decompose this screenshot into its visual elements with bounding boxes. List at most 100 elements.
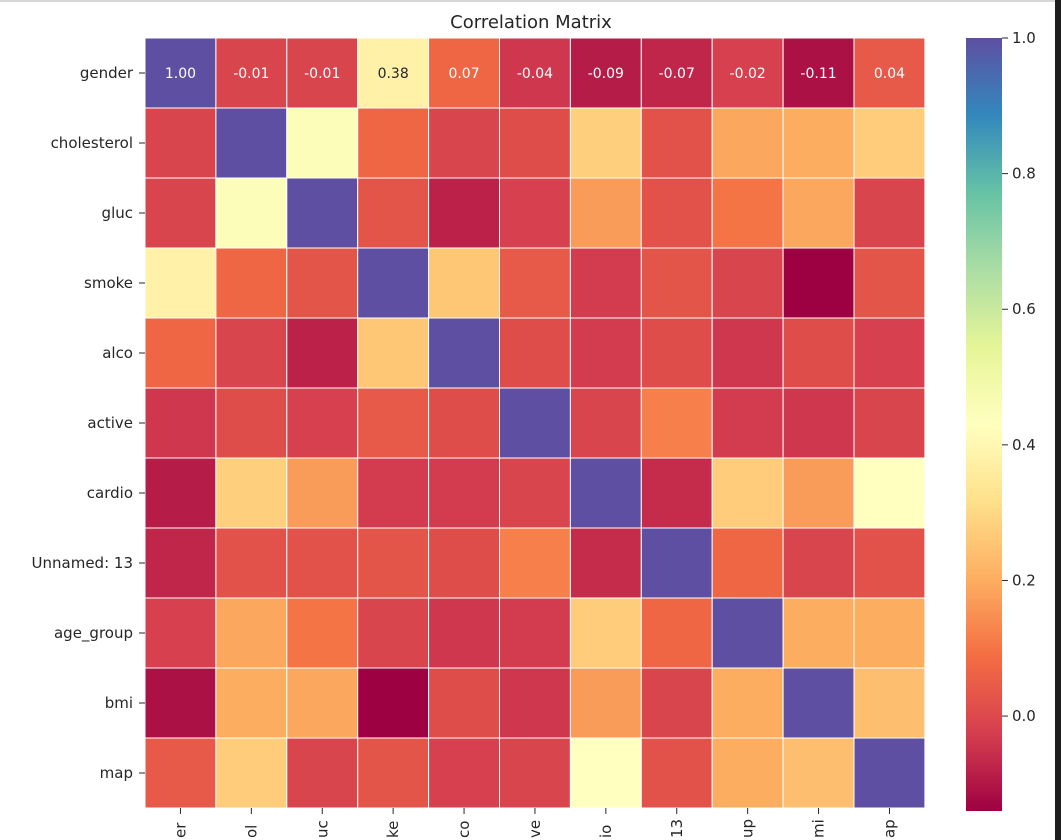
heatmap-cell	[499, 667, 571, 739]
heatmap-cell	[711, 387, 784, 459]
heatmap-cell	[286, 737, 359, 809]
y-tick-label: bmi	[105, 694, 133, 712]
heatmap-cell	[569, 737, 642, 809]
heatmap-cell	[286, 317, 359, 389]
heatmap-cell	[357, 457, 430, 529]
heatmap-cell	[428, 737, 501, 809]
heatmap-cell	[711, 107, 784, 179]
heatmap-cell	[357, 107, 430, 179]
heatmap-cell-labels: 1.00 -0.01 -0.01 0.38 0.07 -0.04 -0.09 -0.07 -0.…	[165, 66, 905, 82]
heatmap-cell	[569, 107, 642, 179]
heatmap-cell	[853, 597, 926, 669]
colorbar-tick-label: 0.8	[1012, 165, 1036, 183]
heatmap-cell	[428, 667, 501, 739]
x-tick-label: ol	[242, 825, 260, 838]
heatmap-cell	[499, 457, 571, 529]
x-tick-label: ve	[526, 820, 544, 838]
heatmap-cell	[853, 527, 926, 599]
heatmap-cell	[215, 457, 288, 529]
heatmap-cell	[499, 177, 571, 249]
colorbar-tick-label: 0.6	[1012, 300, 1036, 318]
heatmap-cell	[640, 37, 713, 109]
heatmap-cells	[144, 37, 926, 809]
heatmap-cell	[853, 177, 926, 249]
heatmap-cell	[428, 177, 501, 249]
heatmap-cell	[357, 527, 430, 599]
heatmap-cell	[569, 37, 642, 109]
heatmap-cell	[357, 177, 430, 249]
heatmap-cell	[144, 457, 217, 529]
heatmap-cell	[640, 107, 713, 179]
colorbar-tick-label: 0.0	[1012, 707, 1036, 725]
heatmap-cell	[286, 597, 359, 669]
heatmap-cell	[640, 317, 713, 389]
cell-value-label: -0.04	[517, 66, 553, 82]
x-tick-label: ke	[384, 821, 402, 838]
heatmap-cell	[853, 457, 926, 529]
heatmap-cell	[640, 177, 713, 249]
heatmap-cell	[569, 317, 642, 389]
heatmap-cell	[782, 457, 855, 529]
heatmap-cell	[499, 317, 571, 389]
y-tick-label: cholesterol	[51, 134, 133, 152]
heatmap-cell	[428, 107, 501, 179]
heatmap-cell	[428, 527, 501, 599]
heatmap-cell	[711, 667, 784, 739]
heatmap-cell	[428, 457, 501, 529]
heatmap-cell	[215, 177, 288, 249]
heatmap-cell	[286, 247, 359, 319]
colorbar-tick-label: 0.4	[1012, 436, 1036, 454]
cell-value-label: 1.00	[165, 66, 196, 82]
heatmap-cell	[782, 737, 855, 809]
y-tick-label: Unnamed: 13	[32, 554, 133, 572]
heatmap-cell	[569, 247, 642, 319]
cell-value-label: 0.38	[378, 66, 409, 82]
cell-value-label: 0.07	[448, 66, 479, 82]
heatmap-cell	[711, 737, 784, 809]
heatmap-cell	[144, 527, 217, 599]
heatmap-cell	[144, 597, 217, 669]
heatmap-cell	[853, 737, 926, 809]
heatmap-cell	[144, 247, 217, 319]
heatmap-cell	[286, 457, 359, 529]
heatmap-cell	[499, 37, 571, 109]
heatmap-cell	[782, 107, 855, 179]
heatmap-cell	[215, 527, 288, 599]
heatmap-cell	[569, 667, 642, 739]
heatmap-cell	[640, 597, 713, 669]
colorbar-tick-label: 1.0	[1012, 29, 1036, 47]
heatmap-cell	[428, 387, 501, 459]
heatmap-cell	[357, 597, 430, 669]
heatmap-cell	[144, 107, 217, 179]
heatmap-cell	[640, 527, 713, 599]
heatmap-cell	[499, 737, 571, 809]
x-tick-label: co	[455, 821, 473, 838]
y-tick-label: gender	[80, 64, 134, 82]
heatmap-cell	[428, 247, 501, 319]
heatmap-cell	[144, 387, 217, 459]
heatmap-cell	[428, 597, 501, 669]
heatmap-cell	[215, 597, 288, 669]
heatmap-cell	[782, 527, 855, 599]
heatmap-cell	[215, 387, 288, 459]
heatmap-cell	[853, 387, 926, 459]
heatmap-cell	[144, 667, 217, 739]
heatmap-cell	[782, 177, 855, 249]
heatmap-cell	[711, 527, 784, 599]
heatmap-cell	[286, 527, 359, 599]
heatmap-cell	[215, 247, 288, 319]
heatmap-cell	[215, 317, 288, 389]
heatmap-cell	[782, 37, 855, 109]
heatmap-cell	[357, 37, 430, 109]
heatmap-cell	[640, 667, 713, 739]
heatmap-cell	[428, 317, 501, 389]
heatmap-cell	[569, 387, 642, 459]
heatmap-cell	[782, 667, 855, 739]
heatmap-cell	[286, 387, 359, 459]
heatmap-cell	[286, 177, 359, 249]
heatmap-cell	[782, 247, 855, 319]
colorbar-bar	[966, 38, 1002, 811]
colorbar: 0.0 0.2 0.4 0.6 0.8 1.0	[966, 29, 1036, 811]
